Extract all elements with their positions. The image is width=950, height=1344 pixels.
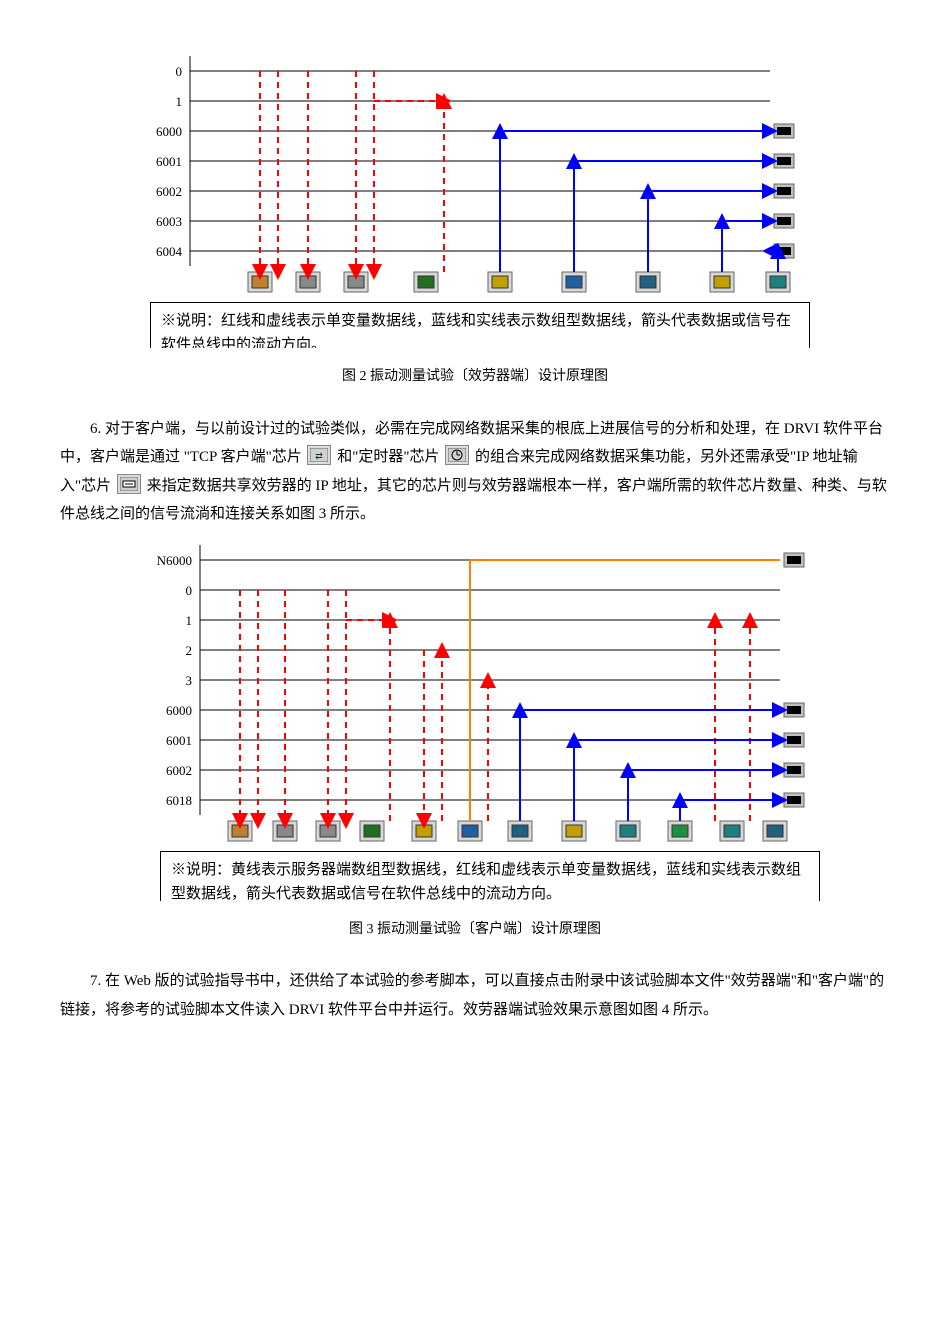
svg-text:0: 0 bbox=[186, 583, 193, 598]
svg-text:N6000: N6000 bbox=[157, 553, 192, 568]
svg-text:⇄: ⇄ bbox=[316, 451, 324, 461]
svg-text:6004: 6004 bbox=[156, 244, 183, 259]
note-box: ※说明：红线和虚线表示单变量数据线，蓝线和实线表示数组型数据线，箭头代表数据或信… bbox=[150, 302, 810, 348]
timer-chip-icon bbox=[445, 445, 469, 465]
svg-text:6003: 6003 bbox=[156, 214, 182, 229]
figure-3-caption: 图 3 振动测量试验〔客户端〕设计原理图 bbox=[60, 917, 890, 944]
svg-text:0: 0 bbox=[176, 64, 183, 79]
figure-2: 0 1 6000 6001 6002 6003 6004 ※说明：红线和虚线表示单变量数据线，… bbox=[60, 48, 890, 356]
figure-2-svg: 0 1 6000 6001 6002 6003 6004 ※说明：红线和虚线表示单变量数据线，… bbox=[130, 48, 820, 356]
ip-input-chip-icon bbox=[117, 474, 141, 494]
svg-text:6002: 6002 bbox=[156, 184, 182, 199]
svg-text:6000: 6000 bbox=[166, 703, 192, 718]
svg-text:6001: 6001 bbox=[166, 733, 192, 748]
figure-2-caption: 图 2 振动测量试验〔效劳器端〕设计原理图 bbox=[60, 364, 890, 391]
svg-text:6000: 6000 bbox=[156, 124, 182, 139]
paragraph-7: 7. 在 Web 版的试验指导书中，还供给了本试验的参考脚本，可以直接点击附录中… bbox=[60, 967, 890, 1024]
svg-text:6018: 6018 bbox=[166, 793, 192, 808]
svg-text:1: 1 bbox=[186, 613, 193, 628]
figure-3-svg: N6000 0 1 2 3 6000 6001 6002 6018 ※说明：黄线表示服务器端数组型… bbox=[120, 537, 830, 909]
svg-text:3: 3 bbox=[186, 673, 193, 688]
paragraph-6: 6. 对于客户端，与以前设计过的试验类似，必需在完成网络数据采集的根底上进展信号… bbox=[60, 415, 890, 529]
para6-b: 和"定时器"芯片 bbox=[337, 449, 439, 465]
para6-d: 来指定数据共享效劳器的 IP 地址，其它的芯片则与效劳器端根本一样，客户端所需的… bbox=[60, 478, 887, 523]
tcp-client-chip-icon: ⇄ bbox=[307, 445, 331, 465]
svg-text:2: 2 bbox=[186, 643, 193, 658]
svg-text:6001: 6001 bbox=[156, 154, 182, 169]
figure-3: N6000 0 1 2 3 6000 6001 6002 6018 ※说明：黄线表示服务器端数组型… bbox=[60, 537, 890, 909]
svg-text:6002: 6002 bbox=[166, 763, 192, 778]
note-box: ※说明：黄线表示服务器端数组型数据线，红线和虚线表示单变量数据线，蓝线和实线表示… bbox=[160, 851, 820, 901]
svg-text:1: 1 bbox=[176, 94, 183, 109]
